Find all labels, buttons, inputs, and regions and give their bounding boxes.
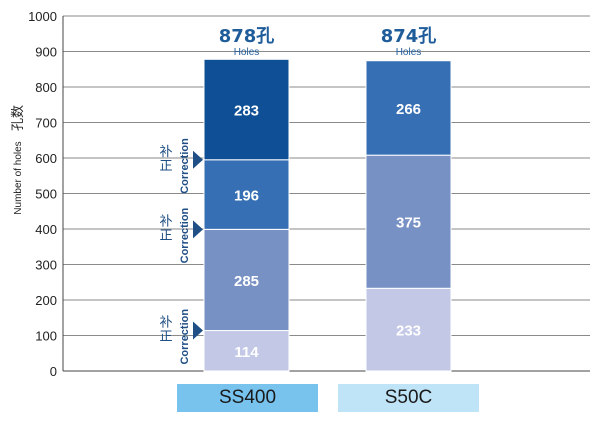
y-axis-label: Number of holes: [13, 141, 24, 214]
total-label-1: 874孔: [381, 26, 437, 47]
y-tick-label-500: 500: [35, 187, 57, 202]
correction-en-2: Correction: [179, 138, 191, 194]
data-label-0-2: 196: [234, 188, 259, 205]
y-tick-label-800: 800: [35, 80, 57, 95]
correction-cn-0-0: 补: [159, 316, 172, 331]
total-sub-label-1: Holes: [396, 47, 422, 58]
data-label-1-2: 266: [396, 101, 421, 118]
y-tick-label-0: 0: [50, 364, 57, 379]
data-label-1-0: 233: [396, 323, 421, 340]
bar-segment-1-2: [365, 60, 452, 156]
total-label-0: 878孔: [219, 26, 275, 47]
y-tick-label-100: 100: [35, 329, 57, 344]
y-tick-label-700: 700: [35, 116, 57, 131]
y-axis-label-cn: 孔数: [11, 105, 26, 131]
y-tick-label-300: 300: [35, 258, 57, 273]
correction-arrow-0: [193, 321, 203, 340]
bar-segment-1-1: [365, 154, 452, 289]
correction-cn-2-1: 正: [159, 159, 172, 174]
correction-cn-1-1: 正: [159, 228, 172, 243]
bar-segment-0-0: [203, 330, 290, 372]
correction-cn-1-0: 补: [159, 214, 172, 229]
y-tick-label-600: 600: [35, 151, 57, 166]
data-label-0-1: 285: [234, 273, 259, 290]
data-label-1-1: 375: [396, 215, 421, 232]
y-tick-label-200: 200: [35, 293, 57, 308]
bar-segment-0-1: [203, 228, 290, 332]
correction-arrow-1: [193, 220, 203, 239]
data-label-0-3: 283: [234, 103, 259, 120]
data-label-0-0: 114: [234, 344, 259, 361]
correction-cn-0-1: 正: [159, 330, 172, 345]
correction-en-1: Correction: [179, 207, 191, 263]
correction-cn-2-0: 补: [159, 145, 172, 160]
total-sub-label-0: Holes: [234, 47, 260, 58]
y-tick-label-400: 400: [35, 222, 57, 237]
bar-segment-0-3: [203, 58, 290, 161]
y-tick-label-1000: 1000: [28, 9, 57, 24]
bar-segment-1-0: [365, 287, 452, 372]
category-box-s50c: S50C: [338, 384, 479, 412]
correction-arrow-2: [193, 150, 203, 169]
correction-en-0: Correction: [179, 309, 191, 365]
y-tick-label-900: 900: [35, 45, 57, 60]
category-box-ss400: SS400: [177, 384, 318, 412]
